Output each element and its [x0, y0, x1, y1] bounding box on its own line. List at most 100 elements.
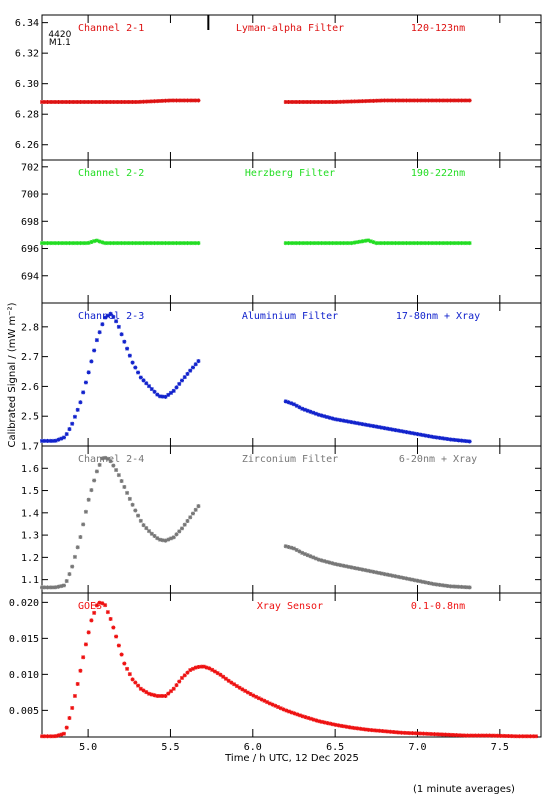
data-point — [94, 238, 99, 243]
data-point — [429, 98, 434, 103]
data-point — [349, 420, 354, 425]
data-point — [179, 98, 184, 103]
data-point — [108, 241, 113, 246]
data-point — [443, 732, 448, 737]
data-point — [111, 625, 116, 630]
data-point — [283, 544, 288, 549]
data-point — [366, 423, 371, 428]
series-segment-2 — [283, 399, 472, 444]
channel-label: Channel 2-1 — [78, 23, 144, 34]
data-point — [53, 734, 58, 739]
data-point — [368, 423, 373, 428]
data-point — [355, 566, 360, 571]
data-point — [437, 732, 442, 737]
data-point — [185, 518, 190, 523]
data-point — [59, 100, 64, 104]
data-point — [413, 731, 418, 736]
data-point — [119, 652, 124, 657]
data-point — [495, 733, 500, 738]
series-segment-1 — [40, 600, 539, 739]
data-point — [177, 679, 182, 684]
data-point — [196, 359, 201, 364]
data-point — [291, 241, 296, 246]
data-point — [108, 311, 113, 316]
data-point — [366, 727, 371, 732]
band-label: 17-80nm + Xray — [396, 311, 480, 322]
data-point — [330, 416, 335, 421]
data-point — [245, 690, 250, 695]
data-point — [396, 574, 401, 579]
data-point — [133, 241, 138, 246]
data-point — [89, 618, 94, 623]
data-point — [136, 683, 141, 688]
data-point — [179, 675, 184, 680]
data-point — [248, 692, 253, 697]
data-point — [399, 730, 404, 735]
data-point — [352, 420, 357, 425]
data-point — [435, 732, 440, 737]
data-point — [141, 378, 146, 383]
data-point — [61, 241, 66, 246]
data-point — [291, 402, 296, 407]
data-point — [456, 438, 461, 443]
data-point — [432, 732, 437, 737]
data-point — [174, 385, 179, 390]
data-point — [185, 371, 190, 376]
filter-label: Xray Sensor — [257, 601, 323, 612]
data-point — [341, 563, 346, 568]
series-segment-1 — [40, 238, 201, 246]
data-point — [141, 99, 146, 104]
data-point — [330, 722, 335, 727]
data-point — [360, 422, 365, 427]
data-point — [89, 100, 94, 104]
data-point — [56, 100, 61, 104]
data-point — [75, 407, 80, 412]
data-point — [434, 98, 439, 103]
data-point — [166, 537, 171, 542]
data-point — [297, 100, 302, 104]
data-point — [48, 100, 53, 104]
data-point — [259, 697, 264, 702]
data-point — [100, 456, 105, 461]
data-point — [374, 241, 379, 246]
data-point — [89, 239, 94, 244]
data-point — [75, 241, 80, 246]
y-tick-label: 0.020 — [9, 598, 39, 609]
data-point — [453, 438, 458, 443]
data-point — [385, 572, 390, 577]
data-point — [459, 584, 464, 589]
data-point — [149, 241, 154, 246]
data-point — [462, 438, 467, 443]
data-point — [155, 693, 160, 698]
data-point — [92, 239, 97, 244]
data-point — [350, 725, 355, 730]
data-point — [322, 241, 327, 246]
data-point — [94, 603, 99, 608]
data-point — [86, 630, 91, 635]
data-point — [169, 241, 174, 246]
data-point — [70, 421, 75, 426]
data-point — [81, 390, 86, 395]
data-point — [147, 241, 152, 246]
data-point — [440, 241, 445, 246]
y-tick-label: 6.34 — [15, 18, 39, 29]
data-point — [59, 732, 64, 737]
data-point — [152, 389, 157, 394]
data-point — [103, 603, 108, 608]
data-point — [409, 431, 414, 436]
data-point — [127, 241, 132, 246]
data-point — [451, 732, 456, 737]
data-point — [442, 436, 447, 441]
data-point — [311, 555, 316, 560]
y-tick-label: 1.1 — [21, 575, 39, 586]
data-point — [464, 585, 469, 590]
data-point — [78, 668, 83, 673]
data-point — [429, 581, 434, 586]
data-point — [377, 241, 382, 246]
data-point — [114, 634, 119, 639]
data-point — [385, 98, 390, 103]
data-point — [319, 241, 324, 246]
data-point — [190, 241, 195, 246]
data-point — [111, 463, 116, 468]
data-point — [196, 98, 201, 103]
